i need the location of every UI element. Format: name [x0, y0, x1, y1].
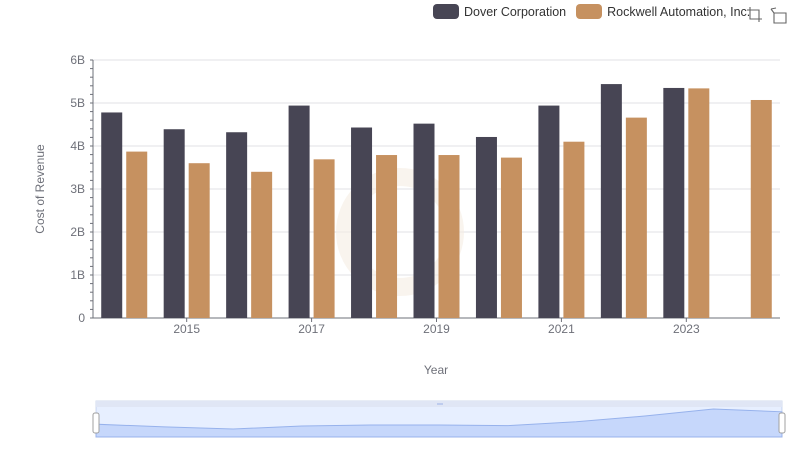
y-tick-label: 2B — [70, 225, 85, 239]
datazoom-series-shape — [95, 408, 783, 438]
y-tick-label: 1B — [70, 268, 85, 282]
bar-rockwell-2015[interactable] — [188, 163, 210, 318]
bar-dover-2022[interactable] — [600, 84, 622, 318]
toolbox — [746, 6, 788, 24]
bar-rockwell-2024[interactable] — [750, 99, 772, 319]
legend-item-dover[interactable]: Dover Corporation — [433, 4, 566, 19]
legend-swatch-dover — [433, 4, 459, 19]
bar-rockwell-2014[interactable] — [126, 151, 148, 318]
y-tick-label: 3B — [70, 182, 85, 196]
bar-dover-2020[interactable] — [475, 136, 497, 318]
y-tick-label: 4B — [70, 139, 85, 153]
bar-rockwell-2016[interactable] — [251, 171, 273, 318]
bar-dover-2021[interactable] — [538, 105, 560, 318]
bar-rockwell-2019[interactable] — [438, 155, 460, 318]
restore-icon[interactable] — [770, 6, 788, 24]
bar-dover-2019[interactable] — [413, 123, 435, 318]
x-tick-label: 2015 — [173, 322, 200, 336]
bar-rockwell-2022[interactable] — [625, 117, 647, 319]
datazoom-selection[interactable] — [96, 407, 782, 437]
bar-dover-2017[interactable] — [288, 105, 310, 318]
bar-dover-2016[interactable] — [226, 132, 248, 318]
x-axis-title: Year — [424, 363, 448, 377]
bar-dover-2015[interactable] — [163, 129, 185, 318]
x-tick-label: 2017 — [298, 322, 325, 336]
zoom-icon[interactable] — [746, 6, 764, 24]
datazoom-handle-left[interactable] — [92, 412, 100, 434]
x-tick-label: 2021 — [548, 322, 575, 336]
bar-rockwell-2020[interactable] — [500, 157, 522, 318]
legend: Dover Corporation Rockwell Automation, I… — [433, 4, 760, 19]
legend-item-rockwell[interactable]: Rockwell Automation, Inc. — [576, 4, 750, 19]
bar-dover-2018[interactable] — [351, 127, 373, 318]
bar-dover-2014[interactable] — [101, 112, 123, 319]
y-axis-title: Cost of Revenue — [33, 144, 47, 234]
datazoom-handle-right[interactable] — [778, 412, 786, 434]
legend-swatch-rockwell — [576, 4, 603, 19]
bar-rockwell-2021[interactable] — [563, 141, 585, 318]
y-tick-label: 5B — [70, 96, 85, 110]
legend-label-rockwell: Rockwell Automation, Inc. — [607, 4, 751, 19]
x-tick-label: 2019 — [423, 322, 450, 336]
legend-label-dover: Dover Corporation — [464, 4, 567, 19]
bar-dover-2023[interactable] — [663, 87, 685, 318]
x-tick-label: 2023 — [673, 322, 700, 336]
bar-rockwell-2017[interactable] — [313, 159, 335, 318]
y-tick-label: 6B — [70, 53, 85, 67]
y-tick-label: 0 — [78, 311, 85, 325]
bar-rockwell-2018[interactable] — [376, 155, 398, 318]
bar-rockwell-2023[interactable] — [688, 88, 710, 318]
